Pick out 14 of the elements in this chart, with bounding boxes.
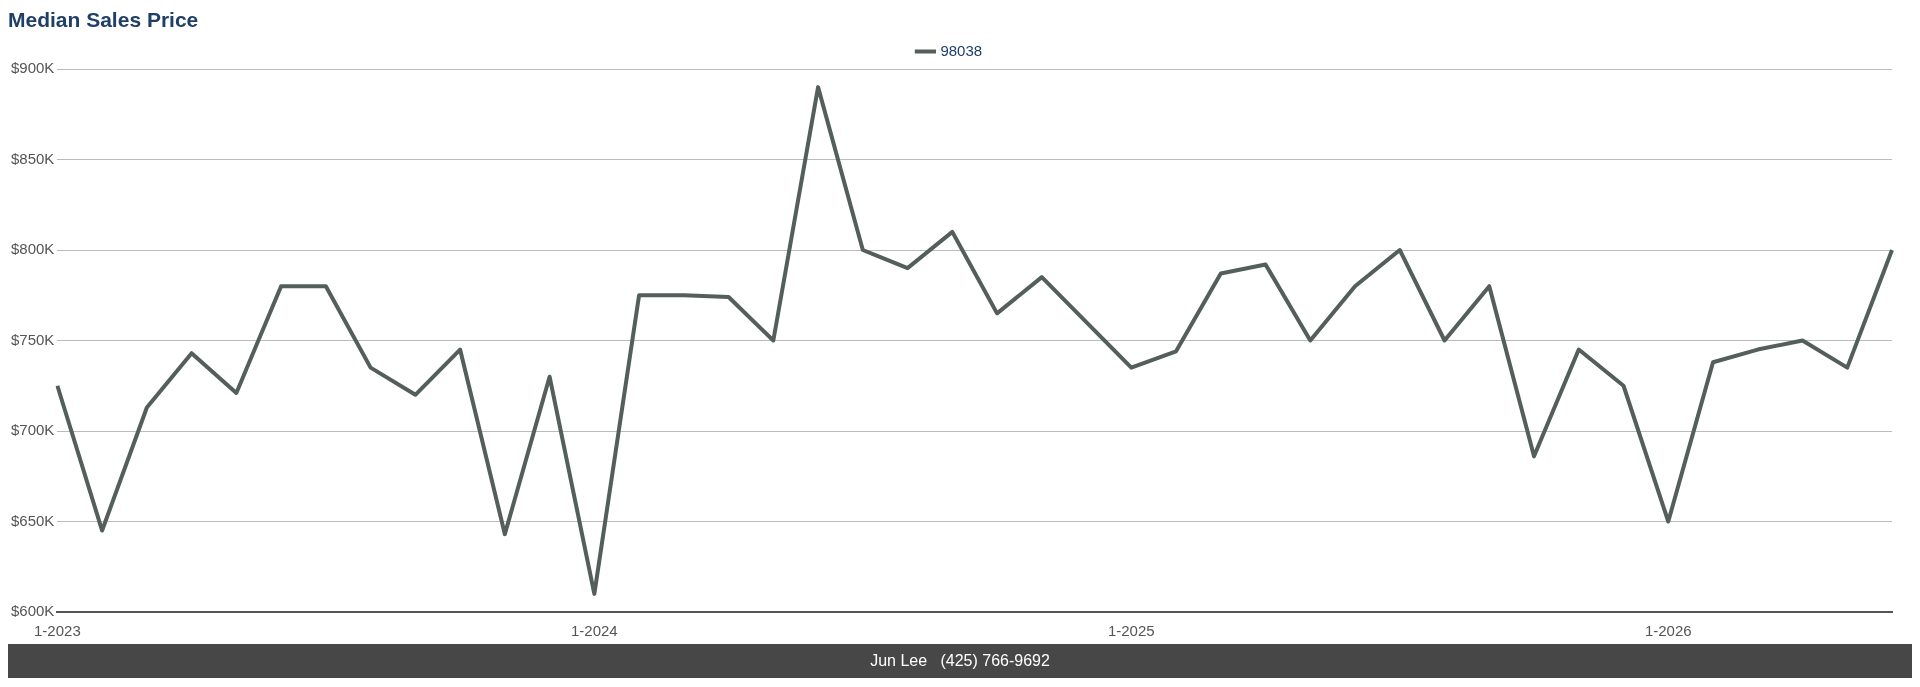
y-tick-label: $800K (11, 240, 55, 258)
x-tick-label: 1-2025 (1107, 622, 1155, 640)
x-tick-label: 1-2024 (570, 622, 618, 640)
y-tick-label: $600K (11, 602, 55, 620)
x-tick-label: 1-2023 (34, 622, 81, 640)
legend-label: 98038 (940, 41, 983, 59)
y-tick-label: $900K (11, 59, 55, 77)
chart-title: Median Sales Price (8, 8, 200, 33)
y-tick-label: $850K (11, 149, 55, 167)
y-tick-label: $750K (11, 330, 55, 348)
x-tick-label: 1-2026 (1644, 622, 1692, 640)
y-tick-label: $700K (11, 421, 55, 439)
text: Jun Lee (425) 766-9692 (8, 644, 1912, 678)
y-tick-label: $650K (11, 511, 55, 529)
